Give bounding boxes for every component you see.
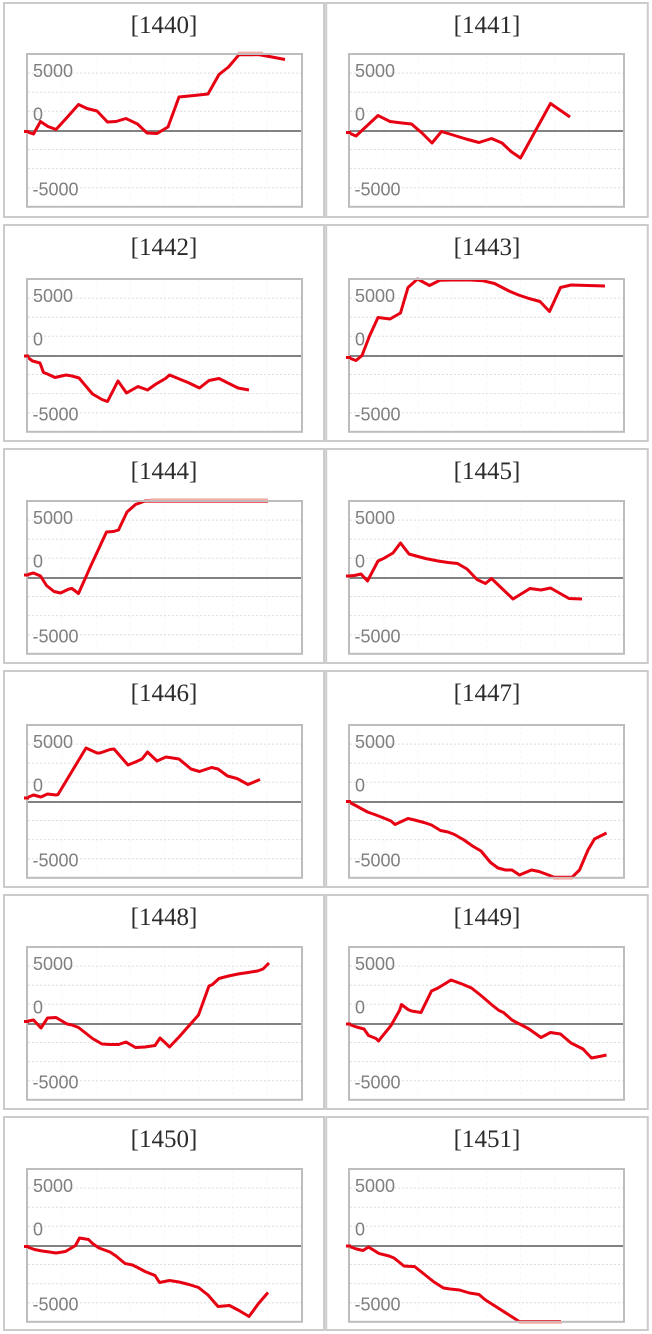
svg-text:0: 0	[33, 1219, 43, 1239]
svg-text:-5000: -5000	[33, 627, 79, 647]
svg-text:5000: 5000	[355, 1176, 395, 1196]
svg-text:0: 0	[355, 551, 365, 571]
svg-text:5000: 5000	[355, 954, 395, 974]
svg-text:0: 0	[355, 997, 365, 1017]
svg-text:0: 0	[33, 775, 43, 795]
svg-text:-5000: -5000	[33, 405, 79, 425]
svg-text:0: 0	[355, 1219, 365, 1239]
svg-text:5000: 5000	[33, 61, 73, 81]
svg-text:[1444]: [1444]	[131, 458, 198, 485]
svg-text:[1447]: [1447]	[454, 680, 521, 707]
svg-text:[1445]: [1445]	[454, 458, 521, 485]
svg-text:[1451]: [1451]	[454, 1126, 521, 1153]
svg-text:[1450]: [1450]	[131, 1126, 198, 1153]
svg-text:0: 0	[33, 329, 43, 349]
svg-text:5000: 5000	[355, 508, 395, 528]
svg-text:0: 0	[33, 104, 43, 124]
svg-text:5000: 5000	[355, 732, 395, 752]
svg-text:-5000: -5000	[355, 180, 401, 200]
svg-text:0: 0	[355, 104, 365, 124]
svg-text:5000: 5000	[33, 1176, 73, 1196]
svg-text:5000: 5000	[33, 508, 73, 528]
svg-text:0: 0	[355, 775, 365, 795]
svg-text:[1442]: [1442]	[131, 234, 198, 261]
svg-text:-5000: -5000	[355, 627, 401, 647]
svg-text:5000: 5000	[33, 732, 73, 752]
svg-text:5000: 5000	[33, 286, 73, 306]
svg-text:5000: 5000	[355, 61, 395, 81]
svg-text:[1443]: [1443]	[454, 234, 521, 261]
svg-text:-5000: -5000	[33, 851, 79, 871]
svg-text:[1441]: [1441]	[454, 12, 521, 39]
svg-text:5000: 5000	[33, 954, 73, 974]
svg-text:-5000: -5000	[33, 180, 79, 200]
svg-text:[1448]: [1448]	[131, 904, 198, 931]
svg-text:-5000: -5000	[355, 851, 401, 871]
svg-text:-5000: -5000	[355, 405, 401, 425]
svg-text:0: 0	[355, 329, 365, 349]
svg-text:-5000: -5000	[33, 1295, 79, 1315]
svg-text:5000: 5000	[355, 286, 395, 306]
svg-text:-5000: -5000	[355, 1295, 401, 1315]
svg-text:[1446]: [1446]	[131, 680, 198, 707]
svg-text:0: 0	[33, 997, 43, 1017]
svg-text:[1449]: [1449]	[454, 904, 521, 931]
svg-text:-5000: -5000	[33, 1073, 79, 1093]
svg-text:-5000: -5000	[355, 1073, 401, 1093]
svg-text:0: 0	[33, 551, 43, 571]
svg-text:[1440]: [1440]	[131, 12, 198, 39]
